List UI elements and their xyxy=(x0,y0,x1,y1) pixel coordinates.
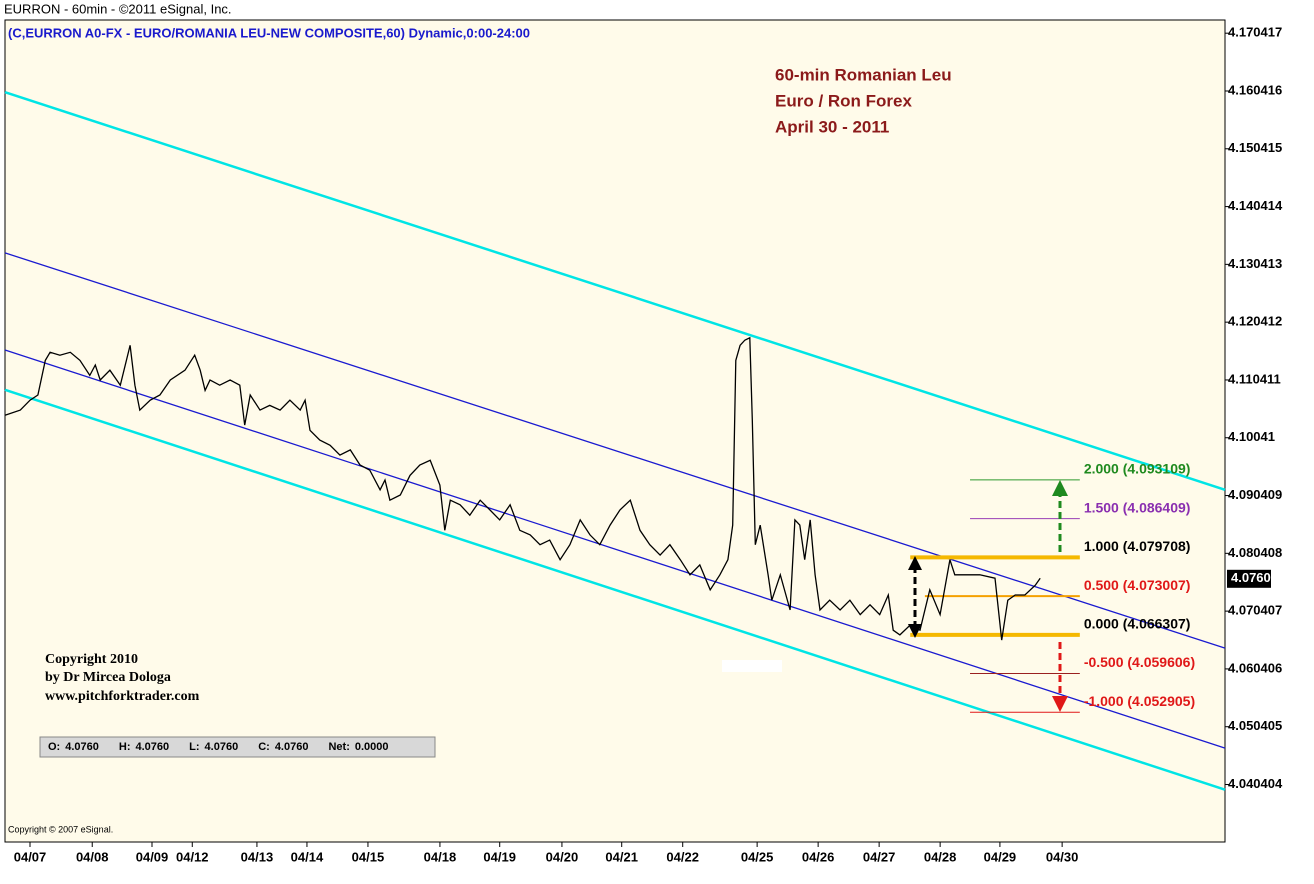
annotation: 60-min Romanian Leu xyxy=(775,65,952,84)
y-tick-label: 4.070407 xyxy=(1228,603,1282,618)
y-tick-label: 4.050405 xyxy=(1228,718,1282,733)
y-tick-label: 4.10041 xyxy=(1228,429,1275,444)
plot-area xyxy=(4,19,1226,843)
y-tick-label: 4.060406 xyxy=(1228,660,1282,675)
y-tick-label: 4.110411 xyxy=(1228,371,1281,386)
last-price-label: 4.0760 xyxy=(1231,570,1271,585)
ohlc-label: H: xyxy=(119,741,131,753)
x-tick-label: 04/30 xyxy=(1046,849,1079,864)
x-tick-label: 04/09 xyxy=(136,849,169,864)
ohlc-box xyxy=(39,736,436,758)
footer: Copyright © 2007 eSignal. xyxy=(8,824,113,834)
y-tick-label: 4.040404 xyxy=(1228,776,1283,791)
x-tick-label: 04/26 xyxy=(802,849,835,864)
y-tick-label: 4.140414 xyxy=(1228,198,1283,213)
level-label: -0.500 (4.059606) xyxy=(1084,654,1195,670)
x-tick-label: 04/29 xyxy=(984,849,1017,864)
annotation: April 30 - 2011 xyxy=(775,117,889,136)
channel-line xyxy=(4,349,1226,749)
annotation: Euro / Ron Forex xyxy=(775,91,913,110)
channel-line xyxy=(4,388,1226,791)
ohlc-value: 4.0760 xyxy=(136,741,170,753)
x-tick-label: 04/25 xyxy=(741,849,774,864)
x-tick-label: 04/14 xyxy=(291,849,324,864)
header: EURRON - 60min - ©2011 eSignal, Inc. xyxy=(4,1,232,16)
y-tick-label: 4.090409 xyxy=(1228,487,1282,502)
ohlc-value: 0.0000 xyxy=(355,741,389,753)
x-tick-label: 04/13 xyxy=(241,849,274,864)
x-tick-label: 04/19 xyxy=(483,849,516,864)
channel-line xyxy=(4,252,1226,649)
x-tick-label: 04/22 xyxy=(666,849,699,864)
y-tick-label: 4.130413 xyxy=(1228,256,1282,271)
arrows xyxy=(908,480,1068,712)
arrow-head xyxy=(908,556,922,570)
x-tick-label: 04/08 xyxy=(76,849,109,864)
arrow-head xyxy=(908,624,922,638)
y-tick-label: 4.170417 xyxy=(1228,25,1282,40)
x-tick-label: 04/20 xyxy=(546,849,579,864)
x-tick-label: 04/07 xyxy=(14,849,47,864)
y-tick-label: 4.150415 xyxy=(1228,140,1282,155)
ohlc-label: Net: xyxy=(328,741,349,753)
ohlc-label: C: xyxy=(258,741,270,753)
arrow-head xyxy=(1052,696,1068,712)
x-tick-label: 04/18 xyxy=(424,849,457,864)
price-line xyxy=(4,336,1041,641)
level-label: 0.500 (4.073007) xyxy=(1084,577,1191,593)
copyright: by Dr Mircea Dologa xyxy=(45,670,171,685)
level-label: -1.000 (4.052905) xyxy=(1084,693,1195,709)
y-tick-label: 4.120412 xyxy=(1228,314,1282,329)
level-label: 1.000 (4.079708) xyxy=(1084,538,1191,554)
arrow-head xyxy=(1052,480,1068,496)
ohlc-value: 4.0760 xyxy=(275,741,309,753)
blank-patch xyxy=(722,660,782,672)
y-tick-label: 4.080408 xyxy=(1228,545,1282,560)
level-label: 2.000 (4.093109) xyxy=(1084,461,1191,477)
ohlc-value: 4.0760 xyxy=(205,741,239,753)
ohlc-value: 4.0760 xyxy=(65,741,99,753)
x-tick-label: 04/28 xyxy=(924,849,957,864)
ohlc-label: O: xyxy=(48,741,60,753)
channel-line xyxy=(4,91,1226,491)
x-tick-label: 04/27 xyxy=(863,849,896,864)
y-tick-label: 4.160416 xyxy=(1228,82,1282,97)
level-label: 1.500 (4.086409) xyxy=(1084,499,1191,515)
level-label: 0.000 (4.066307) xyxy=(1084,616,1191,632)
subtitle: (C,EURRON A0-FX - EURO/ROMANIA LEU-NEW C… xyxy=(8,25,530,40)
x-tick-label: 04/21 xyxy=(605,849,638,864)
x-tick-label: 04/12 xyxy=(176,849,209,864)
ohlc-label: L: xyxy=(189,741,199,753)
copyright: www.pitchforktrader.com xyxy=(45,689,200,704)
x-tick-label: 04/15 xyxy=(352,849,385,864)
copyright: Copyright 2010 xyxy=(45,652,138,667)
last-price-tag xyxy=(1227,569,1271,588)
